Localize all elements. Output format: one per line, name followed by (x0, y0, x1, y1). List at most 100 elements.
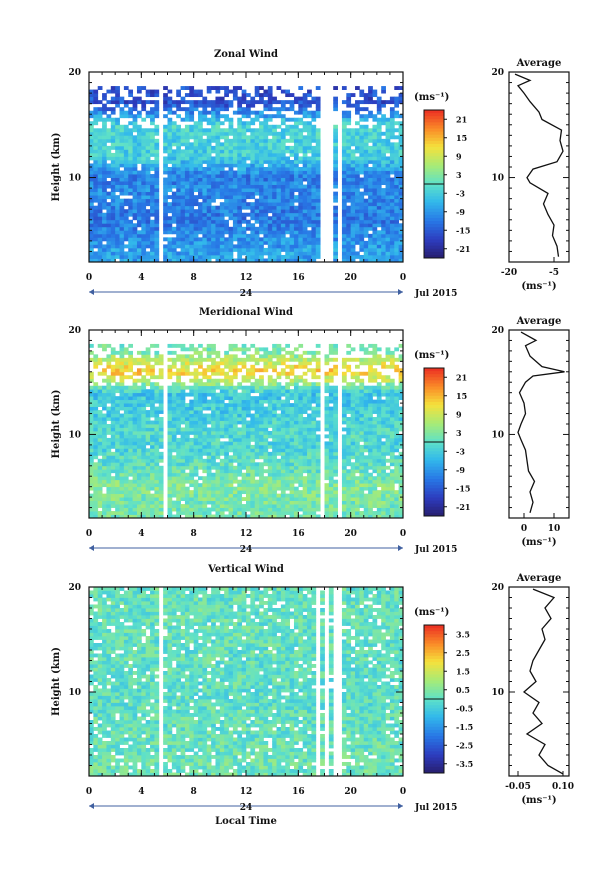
heatmap-cell (272, 368, 277, 373)
heatmap-cell (184, 156, 190, 161)
heatmap-cell (307, 230, 312, 235)
heatmap-cell (285, 100, 291, 105)
heatmap-cell (198, 209, 203, 214)
heatmap-cell (189, 451, 195, 456)
heatmap-cell (232, 479, 238, 484)
heatmap-cell (219, 417, 225, 421)
heatmap-cell (372, 233, 378, 238)
heatmap-cell (97, 181, 103, 185)
heatmap-cell (163, 258, 168, 263)
heatmap-cell (206, 507, 212, 512)
heatmap-cell (224, 403, 229, 407)
heatmap-cell (267, 124, 273, 129)
heatmap-cell (376, 163, 382, 168)
heatmap-cell (93, 251, 99, 256)
heatmap-cell (93, 170, 99, 175)
heatmap-cell (93, 462, 99, 467)
heatmap-cell (232, 244, 238, 249)
heatmap-cell (163, 191, 168, 196)
heatmap-cell (189, 444, 195, 449)
heatmap-cell (97, 396, 103, 401)
heatmap-cell (102, 205, 107, 210)
heatmap-cell (267, 357, 273, 362)
heatmap-cell (136, 455, 142, 460)
heatmap-cell (389, 152, 395, 157)
heatmap-cell (184, 465, 190, 470)
heatmap-cell (315, 202, 321, 207)
heatmap-cell (272, 167, 277, 171)
heatmap-cell (106, 156, 112, 161)
heatmap-cell (154, 247, 160, 252)
heatmap-cell (145, 347, 151, 352)
heatmap-cell (368, 114, 373, 119)
heatmap-cell (302, 237, 308, 242)
heatmap-cell (154, 420, 160, 425)
heatmap-cell (106, 163, 112, 168)
heatmap-cell (119, 462, 125, 467)
heatmap-cell (267, 490, 273, 495)
heatmap-cell (272, 403, 277, 407)
heatmap-cell (350, 174, 356, 178)
heatmap-cell (272, 511, 277, 515)
heatmap-cell (150, 455, 155, 460)
heatmap-cell (398, 167, 404, 171)
heatmap-cell (289, 198, 295, 203)
heatmap-cell (237, 392, 243, 397)
heatmap-cell (198, 247, 203, 252)
heatmap-cell (211, 458, 216, 463)
heatmap-cell (89, 483, 94, 488)
heatmap-cell (219, 188, 225, 193)
heatmap-cell (315, 131, 321, 136)
heatmap-cell (376, 149, 382, 154)
heatmap-cell (89, 469, 94, 474)
heatmap-cell (206, 472, 212, 477)
heatmap-cell (89, 493, 94, 498)
heatmap-cell (259, 195, 264, 200)
heatmap-cell (176, 382, 181, 387)
heatmap-cell (206, 462, 212, 467)
heatmap-cell (381, 219, 386, 224)
heatmap-cell (132, 399, 138, 404)
heatmap-cell (106, 181, 112, 185)
heatmap-cell (228, 354, 234, 359)
heatmap-cell (115, 441, 120, 446)
heatmap-cell (141, 413, 147, 418)
heatmap-cell (254, 347, 260, 352)
heatmap-cell (311, 100, 317, 105)
heatmap-cell (128, 177, 134, 182)
heatmap-cell (198, 410, 203, 414)
heatmap-cell (198, 167, 203, 171)
heatmap-cell (167, 448, 173, 453)
heatmap-cell (167, 159, 173, 164)
heatmap-cell (346, 131, 352, 136)
heatmap-cell (106, 479, 112, 484)
heatmap-cell (106, 354, 112, 359)
heatmap-cell (189, 399, 195, 404)
heatmap-cell (285, 198, 291, 203)
heatmap-cell (250, 417, 256, 421)
heatmap-cell (154, 472, 160, 477)
heatmap-cell (285, 216, 291, 221)
heatmap-cell (350, 159, 356, 164)
heatmap-cell (180, 410, 186, 414)
heatmap-cell (202, 371, 208, 376)
heatmap-cell (267, 410, 273, 414)
heatmap-cell (171, 152, 177, 157)
heatmap-cell (254, 462, 260, 467)
heatmap-cell (359, 114, 365, 119)
heatmap-cell (385, 159, 391, 164)
heatmap-cell (311, 110, 317, 115)
heatmap-cell (211, 483, 216, 488)
heatmap-cell (102, 142, 107, 147)
heatmap-cell (128, 114, 134, 119)
heatmap-cell (102, 465, 107, 470)
heatmap-cell (184, 110, 190, 115)
heatmap-cell (259, 406, 264, 411)
heatmap-cell (110, 198, 116, 203)
heatmap-cell (355, 159, 360, 164)
heatmap-cell (237, 244, 243, 249)
heatmap-cell (272, 417, 277, 421)
heatmap-cell (110, 462, 116, 467)
heatmap-cell (141, 247, 147, 252)
heatmap-cell (110, 399, 116, 404)
